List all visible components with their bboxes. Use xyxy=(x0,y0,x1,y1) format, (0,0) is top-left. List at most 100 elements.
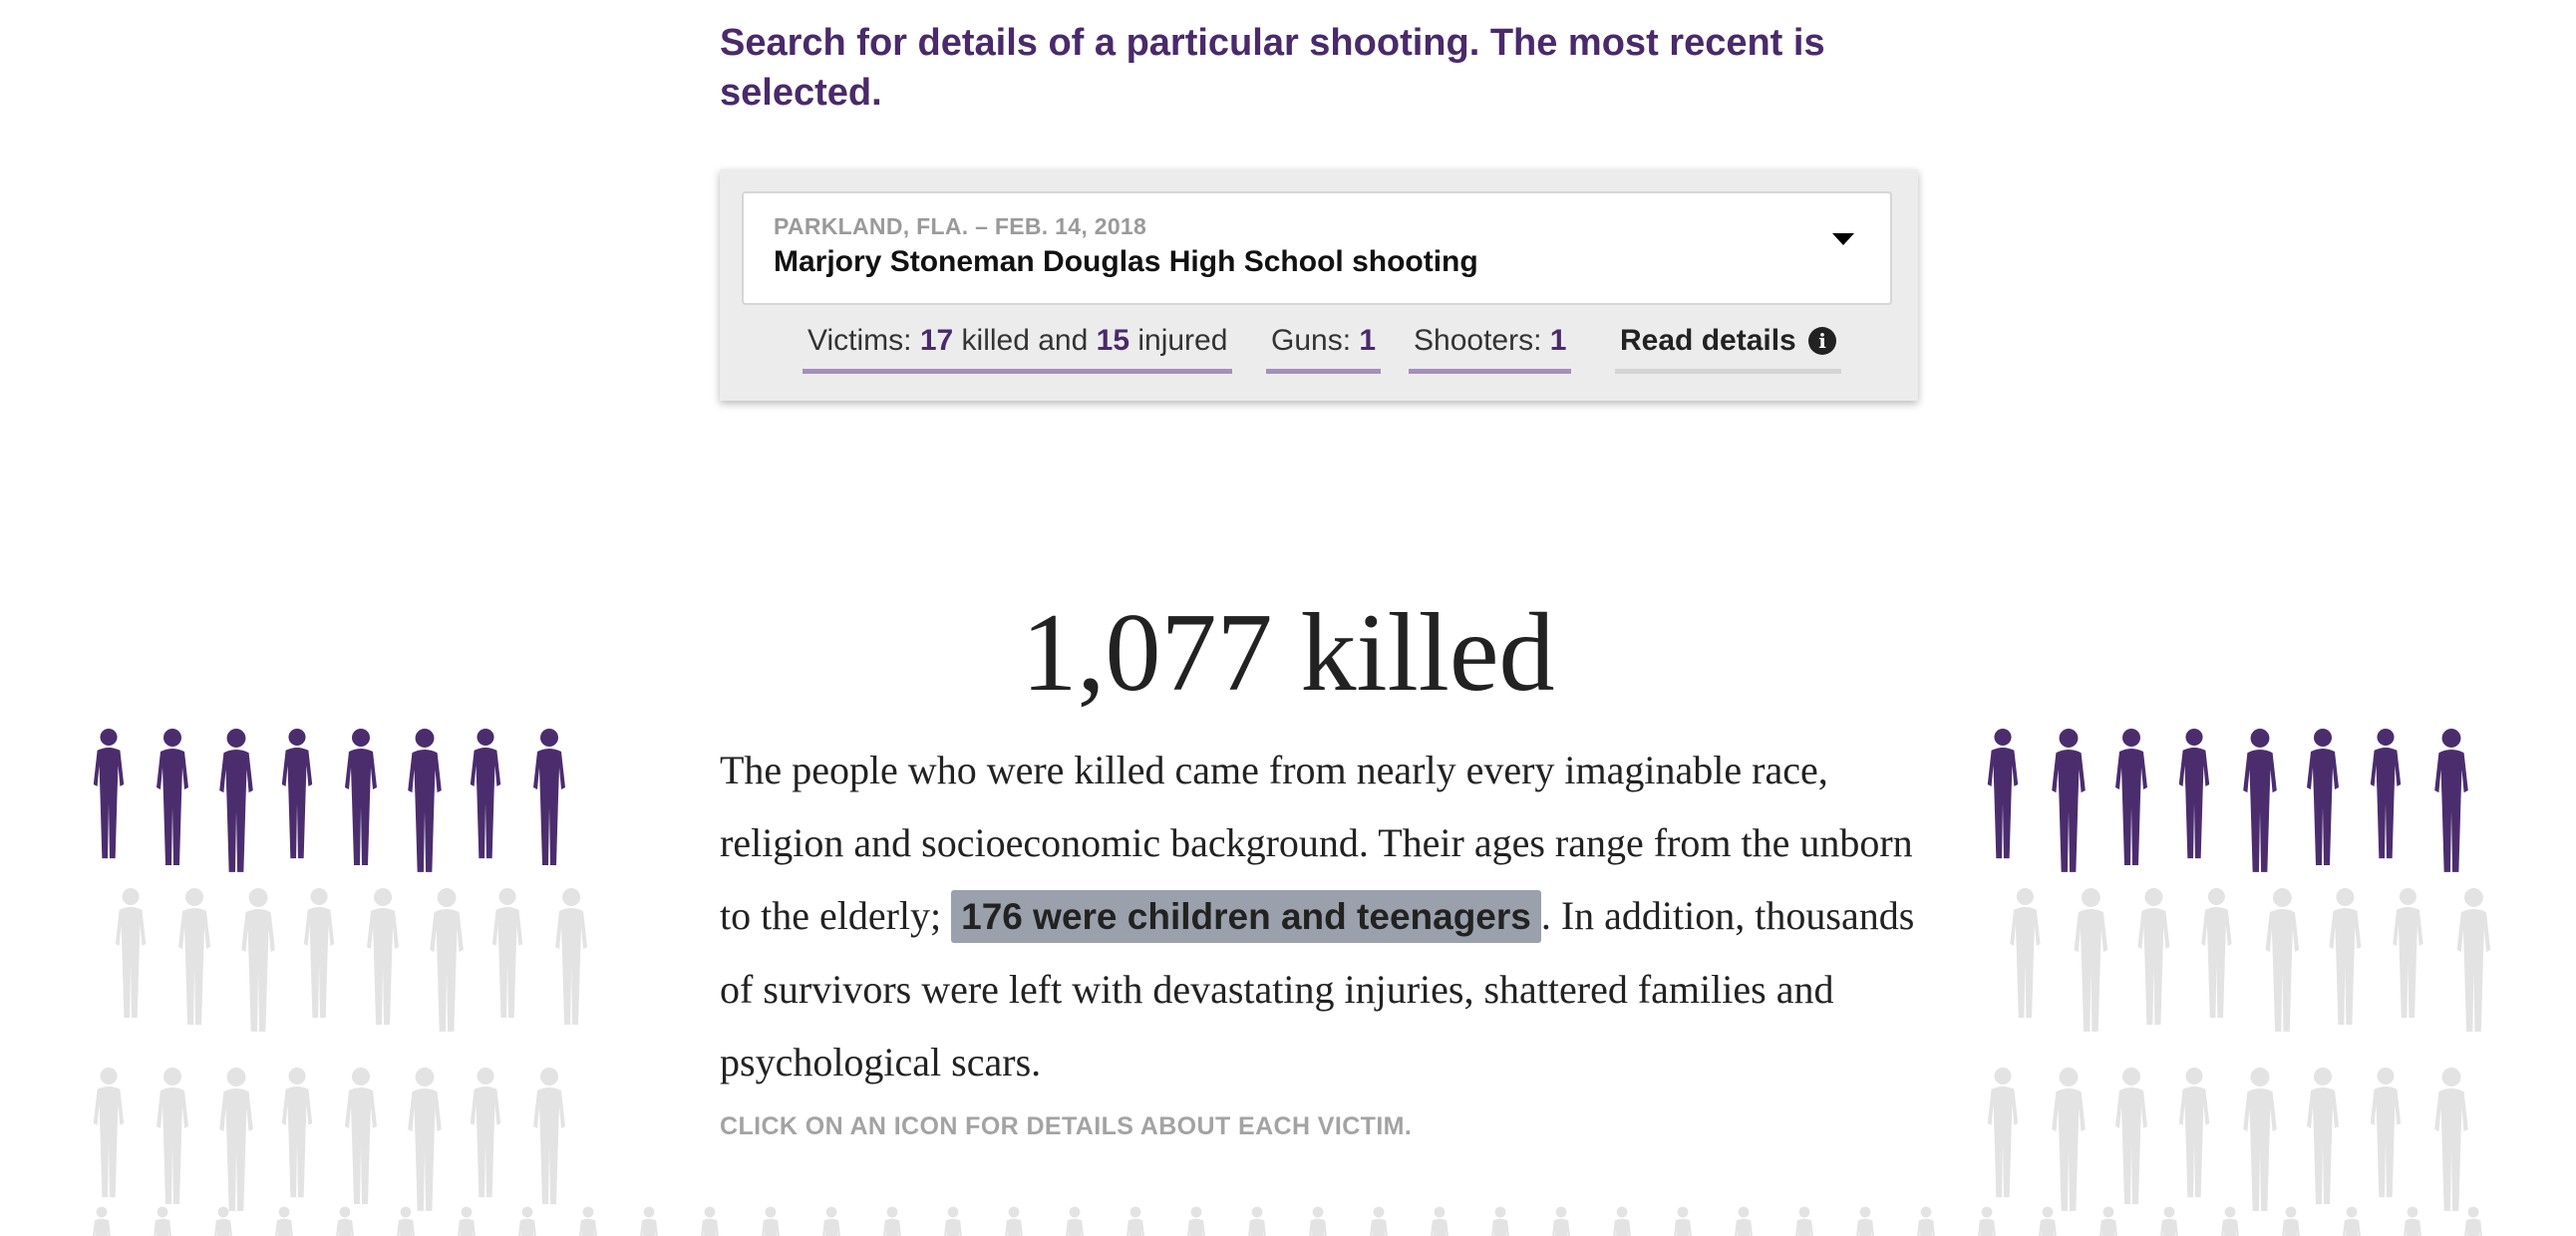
victim-figure-icon[interactable] xyxy=(93,1067,125,1198)
victim-figure-icon[interactable] xyxy=(1855,1206,1875,1236)
shooting-dropdown[interactable]: PARKLAND, FLA. – FEB. 14, 2018 Marjory S… xyxy=(742,191,1892,305)
victim-figure-icon[interactable] xyxy=(335,1206,355,1236)
victim-figure-icon[interactable] xyxy=(943,1206,963,1236)
victim-figure-icon[interactable] xyxy=(2434,1068,2468,1211)
victim-figure-icon[interactable] xyxy=(2307,729,2339,865)
victim-figure-icon[interactable] xyxy=(639,1206,659,1236)
read-details-label: Read details xyxy=(1620,324,1796,357)
victim-figure-icon[interactable] xyxy=(2038,1206,2058,1236)
victim-figure-icon[interactable] xyxy=(2074,888,2108,1032)
victim-figure-icon[interactable] xyxy=(153,1206,172,1236)
injured-count: 15 xyxy=(1096,324,1130,357)
victim-figure-icon[interactable] xyxy=(578,1206,598,1236)
victim-figure-icon[interactable] xyxy=(219,1068,253,1211)
victim-figure-icon[interactable] xyxy=(157,729,188,865)
read-details-button[interactable]: Read details i xyxy=(1615,321,1842,374)
killed-suffix: killed and xyxy=(961,324,1089,357)
victim-figure-icon[interactable] xyxy=(213,1206,233,1236)
victim-figure-icon[interactable] xyxy=(517,1206,537,1236)
victim-figure-icon[interactable] xyxy=(408,1068,442,1211)
victim-figure-icon[interactable] xyxy=(1247,1206,1267,1236)
victim-figure-icon[interactable] xyxy=(241,888,275,1032)
victim-figure-icon[interactable] xyxy=(533,1068,565,1204)
chevron-down-icon[interactable] xyxy=(1832,233,1854,245)
victim-figure-icon[interactable] xyxy=(115,887,147,1019)
victim-figure-icon[interactable] xyxy=(2434,729,2468,872)
victim-figure-icon[interactable] xyxy=(2342,1206,2362,1236)
victim-figure-icon[interactable] xyxy=(2329,888,2362,1025)
victim-figure-icon[interactable] xyxy=(2370,1067,2402,1198)
victim-figure-icon[interactable] xyxy=(1004,1206,1024,1236)
victim-figure-icon[interactable] xyxy=(2307,1068,2339,1204)
victims-label: Victims: xyxy=(807,324,912,357)
victim-figure-icon[interactable] xyxy=(2281,1206,2301,1236)
victim-figure-icon[interactable] xyxy=(345,1068,377,1204)
victim-figure-icon[interactable] xyxy=(2178,1067,2210,1198)
victim-figure-icon[interactable] xyxy=(274,1206,294,1236)
victim-figure-icon[interactable] xyxy=(2265,888,2300,1032)
victim-figure-icon[interactable] xyxy=(367,888,400,1025)
victim-figure-icon[interactable] xyxy=(1430,1206,1449,1236)
victim-figure-icon[interactable] xyxy=(882,1206,902,1236)
victim-figure-icon[interactable] xyxy=(470,728,501,859)
children-highlight[interactable]: 176 were children and teenagers xyxy=(951,890,1541,943)
victim-figure-icon[interactable] xyxy=(1551,1206,1571,1236)
victim-figure-icon[interactable] xyxy=(2115,729,2147,865)
victim-figure-icon[interactable] xyxy=(2159,1206,2179,1236)
victim-figure-icon[interactable] xyxy=(1987,1067,2019,1198)
victim-figure-icon[interactable] xyxy=(1490,1206,1510,1236)
victim-figure-icon[interactable] xyxy=(470,1067,501,1198)
victim-figure-icon[interactable] xyxy=(2456,888,2491,1032)
victim-figure-icon[interactable] xyxy=(491,887,523,1019)
victim-figure-icon[interactable] xyxy=(1308,1206,1328,1236)
victims-stat: Victims: 17 killed and 15 injured xyxy=(803,321,1233,374)
victim-figure-icon[interactable] xyxy=(821,1206,841,1236)
victim-figure-icon[interactable] xyxy=(178,888,211,1025)
victim-figure-icon[interactable] xyxy=(430,888,464,1032)
victim-figure-icon[interactable] xyxy=(1794,1206,1814,1236)
victim-figure-icon[interactable] xyxy=(761,1206,781,1236)
victim-figure-icon[interactable] xyxy=(2463,1206,2483,1236)
victim-figure-icon[interactable] xyxy=(281,1067,313,1198)
victim-figure-icon[interactable] xyxy=(1065,1206,1085,1236)
victim-figure-icon[interactable] xyxy=(2052,729,2086,872)
victim-figure-icon[interactable] xyxy=(2403,1206,2422,1236)
victim-figure-icon[interactable] xyxy=(2115,1068,2147,1204)
victim-figure-icon[interactable] xyxy=(2137,888,2170,1025)
victim-figure-icon[interactable] xyxy=(157,1068,188,1204)
victim-figure-icon[interactable] xyxy=(2052,1068,2086,1211)
victim-figure-icon[interactable] xyxy=(281,728,313,859)
victim-figure-icon[interactable] xyxy=(93,728,125,859)
victim-figure-icon[interactable] xyxy=(2243,729,2277,872)
victim-figure-icon[interactable] xyxy=(1126,1206,1145,1236)
victim-figure-icon[interactable] xyxy=(2243,1068,2277,1211)
victim-figure-icon[interactable] xyxy=(396,1206,416,1236)
victim-figure-icon[interactable] xyxy=(457,1206,477,1236)
victim-figure-icon[interactable] xyxy=(1977,1206,1997,1236)
victim-figure-icon[interactable] xyxy=(2370,728,2402,859)
victim-figure-icon[interactable] xyxy=(1734,1206,1754,1236)
victim-figure-icon[interactable] xyxy=(2010,887,2041,1019)
victim-figures-left xyxy=(90,728,618,1236)
victim-figure-icon[interactable] xyxy=(219,729,253,872)
victim-figure-icon[interactable] xyxy=(1673,1206,1693,1236)
victim-figure-icon[interactable] xyxy=(2220,1206,2240,1236)
shooters-label: Shooters: xyxy=(1414,324,1542,357)
victim-figure-icon[interactable] xyxy=(2098,1206,2118,1236)
victim-figure-icon[interactable] xyxy=(1987,728,2019,859)
victim-figure-icon[interactable] xyxy=(92,1206,112,1236)
victim-figure-icon[interactable] xyxy=(1916,1206,1936,1236)
victim-figure-icon[interactable] xyxy=(345,729,377,865)
victim-figure-icon[interactable] xyxy=(533,729,565,865)
victim-figure-icon[interactable] xyxy=(1369,1206,1389,1236)
victim-figure-icon[interactable] xyxy=(1186,1206,1206,1236)
victim-figure-icon[interactable] xyxy=(2178,728,2210,859)
victim-figure-icon[interactable] xyxy=(303,887,335,1019)
victim-figure-icon[interactable] xyxy=(408,729,442,872)
victim-figure-icon[interactable] xyxy=(1612,1206,1632,1236)
victim-figure-icon[interactable] xyxy=(2201,887,2232,1019)
description-part-2: . In addition, thousands of survivors we… xyxy=(720,893,1915,1084)
victim-figure-icon[interactable] xyxy=(555,888,588,1025)
victim-figure-icon[interactable] xyxy=(700,1206,720,1236)
victim-figure-icon[interactable] xyxy=(2393,887,2423,1019)
